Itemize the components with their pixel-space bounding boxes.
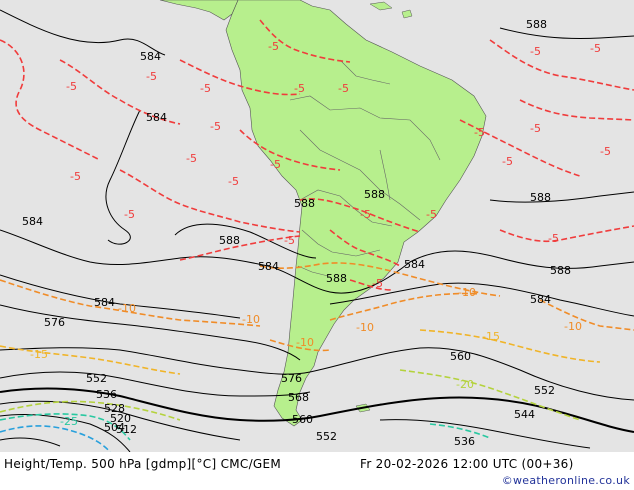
- temp-label: -10: [458, 286, 476, 299]
- height-label: 544: [514, 408, 535, 421]
- geopotential-labels: 588 584 584 584 588 588 588 584 588 584 …: [22, 18, 571, 448]
- temp-label: -5: [590, 42, 601, 55]
- temp-label: -25: [60, 415, 78, 428]
- height-label: 584: [94, 296, 115, 309]
- height-label: 584: [530, 293, 551, 306]
- temp-label: -10: [564, 320, 582, 333]
- height-label: 560: [450, 350, 471, 363]
- height-label: 588: [326, 272, 347, 285]
- temp-label: -5: [360, 208, 371, 221]
- temp-label: -15: [482, 330, 500, 343]
- temp-label: -10: [242, 313, 260, 326]
- temp-label: -5: [474, 126, 485, 139]
- temp-label: -15: [30, 348, 48, 361]
- product-label: Height/Temp. 500 hPa [gdmp][°C] CMC/GEM: [4, 457, 282, 471]
- temp-label: -5: [124, 208, 135, 221]
- height-label: 568: [288, 391, 309, 404]
- height-label: 584: [146, 111, 167, 124]
- temp-minus10-contours: [0, 262, 634, 352]
- height-label: 560: [292, 413, 313, 426]
- height-label: 512: [116, 423, 137, 436]
- temp-label: -5: [186, 152, 197, 165]
- height-label: 584: [22, 215, 43, 228]
- temp-minus25-labels: -25: [60, 415, 78, 428]
- temp-minus20-contours: [0, 369, 581, 421]
- height-label: 536: [96, 388, 117, 401]
- temp-minus20-labels: -20: [456, 378, 474, 391]
- south-america-landmass: [225, 0, 487, 427]
- temp-minus25-contours: [0, 413, 491, 441]
- temp-label: -5: [146, 70, 157, 83]
- height-label: 536: [454, 435, 475, 448]
- height-label: 584: [140, 50, 161, 63]
- height-label: 588: [550, 264, 571, 277]
- temp-minus30-contours: [0, 425, 111, 452]
- height-label: 504: [104, 421, 125, 434]
- temp-label: -10: [118, 302, 136, 315]
- map-canvas: 588 584 584 584 588 588 588 584 588 584 …: [0, 0, 634, 452]
- credit-link[interactable]: ©weatheronline.co.uk: [501, 474, 630, 487]
- temp-minus5-contours: [0, 19, 634, 291]
- temp-label: -5: [426, 208, 437, 221]
- height-label: 576: [44, 316, 65, 329]
- temp-label: -5: [268, 40, 279, 53]
- height-label: 588: [294, 197, 315, 210]
- temp-label: -5: [270, 158, 281, 171]
- height-label: 588: [526, 18, 547, 31]
- temp-minus5-labels: -5 -5 -5 -5 -5 -5 -5 -5 -5 -5 -5 -5 -5 -…: [66, 40, 611, 290]
- temp-label: -5: [530, 45, 541, 58]
- temp-label: -10: [296, 336, 314, 349]
- temp-label: -5: [200, 82, 211, 95]
- temp-label: -5: [284, 234, 295, 247]
- temp-label: -5: [66, 80, 77, 93]
- temp-minus15-contours: [0, 329, 601, 375]
- height-label: 552: [86, 372, 107, 385]
- height-label: 576: [281, 372, 302, 385]
- country-borders: [289, 59, 441, 277]
- height-label: 588: [364, 188, 385, 201]
- height-label: 520: [110, 412, 131, 425]
- temp-minus15-labels: -15 -15: [30, 330, 500, 361]
- temp-label: -5: [502, 155, 513, 168]
- height-label: 552: [316, 430, 337, 443]
- caribbean-islands: [369, 1, 413, 19]
- weather-map: 588 584 584 584 588 588 588 584 588 584 …: [0, 0, 634, 452]
- temp-label: -5: [294, 82, 305, 95]
- temp-label: -5: [548, 232, 559, 245]
- height-label: 588: [530, 191, 551, 204]
- temp-label: -5: [228, 175, 239, 188]
- height-label: 584: [258, 260, 279, 273]
- temp-label: -5: [530, 122, 541, 135]
- temp-label: -20: [456, 378, 474, 391]
- temp-label: -10: [356, 321, 374, 334]
- height-label: 588: [219, 234, 240, 247]
- height-label: 528: [104, 402, 125, 415]
- temp-label: -5: [210, 120, 221, 133]
- geopotential-contours: [0, 9, 634, 452]
- temp-minus10-labels: -10 -10 -10 -10 -10 -10: [118, 286, 582, 349]
- temp-label: -5: [600, 145, 611, 158]
- height-label: 584: [404, 258, 425, 271]
- height-label: 552: [534, 384, 555, 397]
- central-america-landmass: [159, 0, 239, 21]
- temp-label: -5: [338, 82, 349, 95]
- temp-label: -5: [372, 277, 383, 290]
- map-footer: Height/Temp. 500 hPa [gdmp][°C] CMC/GEM …: [0, 452, 634, 490]
- temp-label: -5: [70, 170, 81, 183]
- valid-time-label: Fr 20-02-2026 12:00 UTC (00+36): [360, 457, 574, 471]
